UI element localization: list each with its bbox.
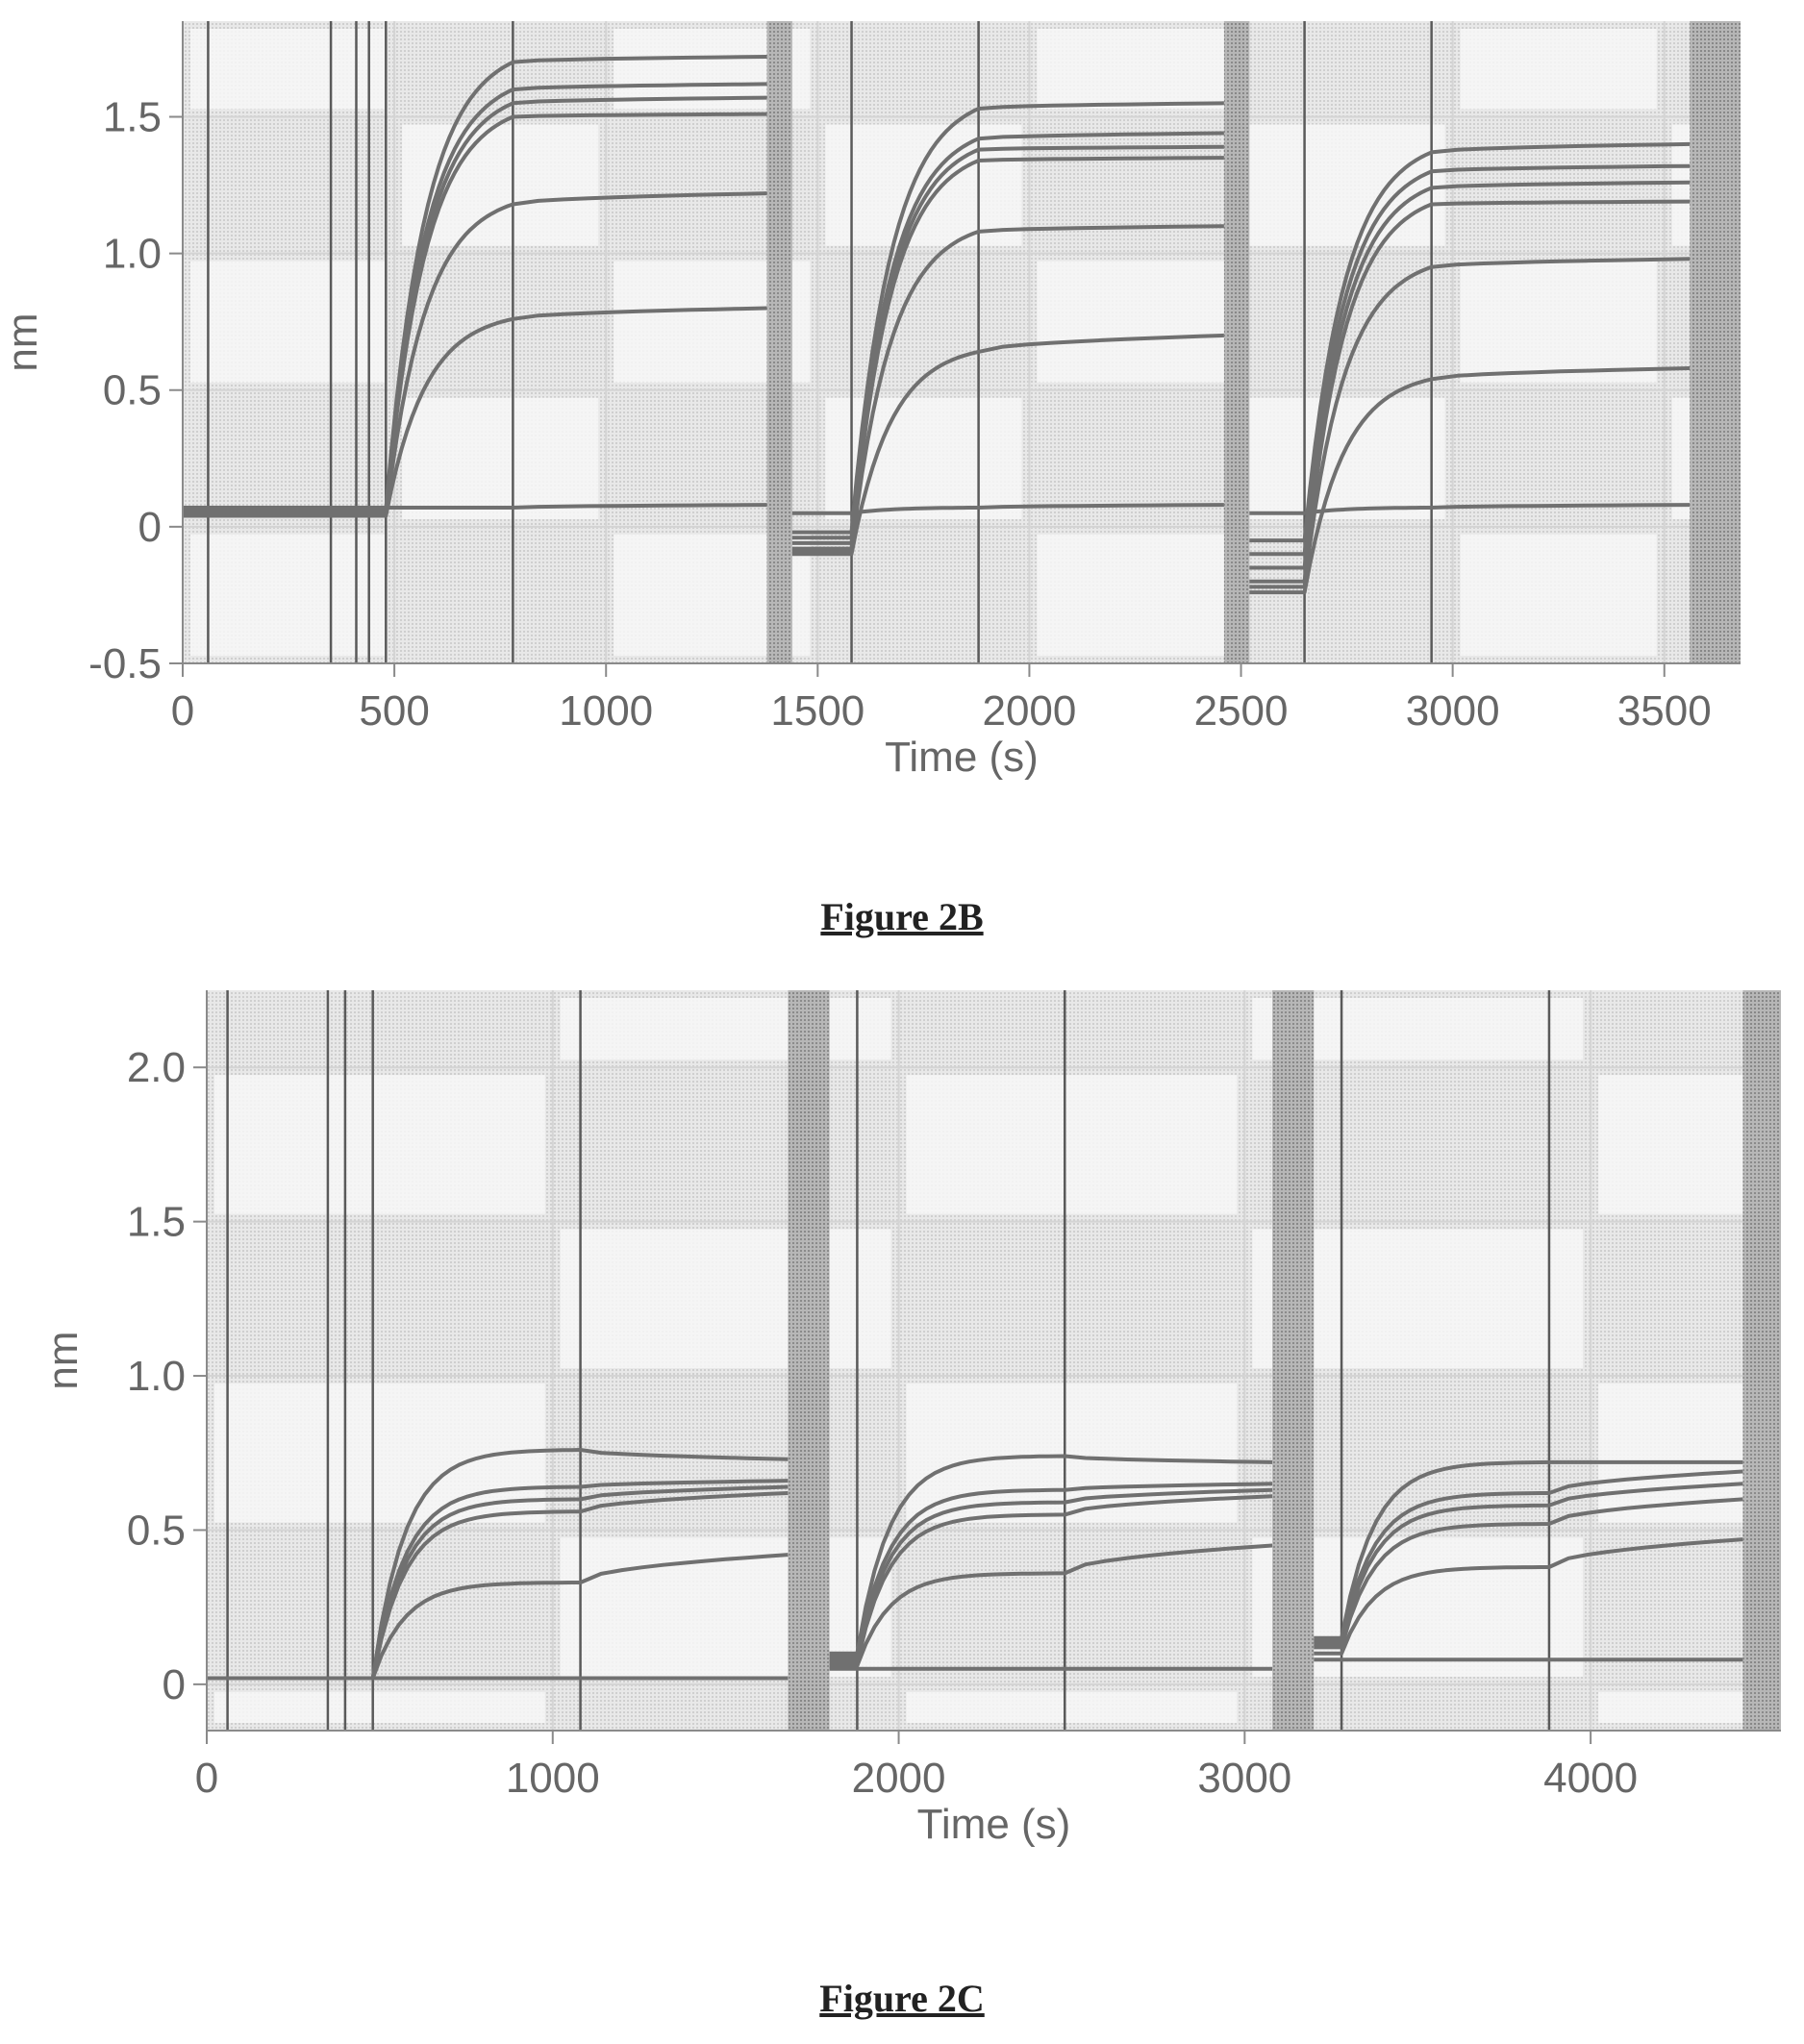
y-tick-label: 0.5 (103, 367, 162, 414)
plot-area (183, 21, 1741, 663)
y-tick-label: 1.0 (103, 231, 162, 278)
x-tick-label: 4000 (1543, 1755, 1638, 1802)
y-tick-label: -0.5 (88, 640, 162, 687)
y-tick-label: 1.5 (127, 1199, 186, 1246)
x-tick-label: 500 (359, 687, 429, 735)
grid-cell (1248, 397, 1445, 519)
grid-cell (1460, 29, 1657, 110)
x-tick-label: 1000 (559, 687, 653, 735)
trace-line (183, 503, 1691, 515)
grid-cell (906, 1075, 1238, 1214)
y-tick-label: 0 (138, 504, 162, 551)
trace-line (183, 191, 1691, 589)
trace-line (207, 1482, 1743, 1681)
grid-cell (190, 29, 388, 110)
x-tick-label: 2000 (852, 1755, 946, 1802)
grid-cell (214, 1075, 545, 1214)
trace-line (183, 112, 1691, 584)
y-axis-label: nm (39, 1331, 87, 1389)
figure-caption-2c: Figure 2C (819, 1977, 985, 2020)
grid-cell (214, 1383, 545, 1523)
x-tick-label: 0 (195, 1755, 218, 1802)
plot-area (207, 990, 1781, 1731)
chart-figure-2c: 0 1000 2000 3000 4000 0 0.5 1.0 1.5 2.0 Time (s) nm (39, 990, 1781, 1848)
grid-cell (1248, 124, 1445, 246)
grid-cell (402, 397, 599, 519)
trace-line (183, 306, 1691, 595)
trace-line (207, 1469, 1743, 1681)
y-tick-label: 2.0 (127, 1044, 186, 1091)
x-tick-label: 3000 (1406, 687, 1500, 735)
grid-cell (1037, 261, 1234, 383)
grid-cell (1460, 261, 1657, 383)
grid-cell (214, 1691, 545, 1723)
grid-cell (190, 261, 388, 383)
grid-cell (190, 534, 388, 656)
x-axis-label: Time (s) (917, 1801, 1071, 1848)
chart-figure-2b: 0 500 1000 1500 2000 2500 3000 3500-0.500.51.01… (0, 21, 1741, 781)
trace-line (207, 1537, 1743, 1681)
x-tick-label: 1500 (770, 687, 864, 735)
x-tick-label: 2000 (982, 687, 1076, 735)
regeneration-band (1690, 21, 1741, 663)
trace-line (207, 1658, 1743, 1681)
grid-cell (906, 1691, 1238, 1723)
x-tick-label: 0 (171, 687, 194, 735)
regeneration-band (788, 990, 830, 1731)
grid-cell (1037, 534, 1234, 656)
x-tick-label: 3500 (1617, 687, 1712, 735)
regeneration-band (1223, 21, 1250, 663)
trace-line (183, 55, 1691, 543)
regeneration-band (1742, 990, 1781, 1731)
trace-line (207, 1491, 1743, 1681)
y-tick-label: 0.5 (127, 1507, 186, 1554)
y-tick-label: 1.0 (127, 1353, 186, 1400)
x-axis-label: Time (s) (885, 734, 1039, 781)
regeneration-band (766, 21, 792, 663)
x-tick-label: 1000 (506, 1755, 600, 1802)
x-tick-label: 2500 (1194, 687, 1289, 735)
regeneration-band (1272, 990, 1315, 1731)
y-tick-label: 1.5 (103, 93, 162, 140)
x-tick-label: 3000 (1197, 1755, 1291, 1802)
trace-line (207, 1448, 1743, 1681)
grid-cell (1037, 29, 1234, 110)
grid-cell (1460, 534, 1657, 656)
y-axis-label: nm (0, 312, 46, 371)
grid-cell (560, 998, 891, 1060)
figure-caption-2b: Figure 2B (820, 895, 984, 938)
grid-cell (825, 124, 1022, 246)
grid-cell (560, 1229, 891, 1369)
y-tick-label: 0 (163, 1661, 186, 1708)
